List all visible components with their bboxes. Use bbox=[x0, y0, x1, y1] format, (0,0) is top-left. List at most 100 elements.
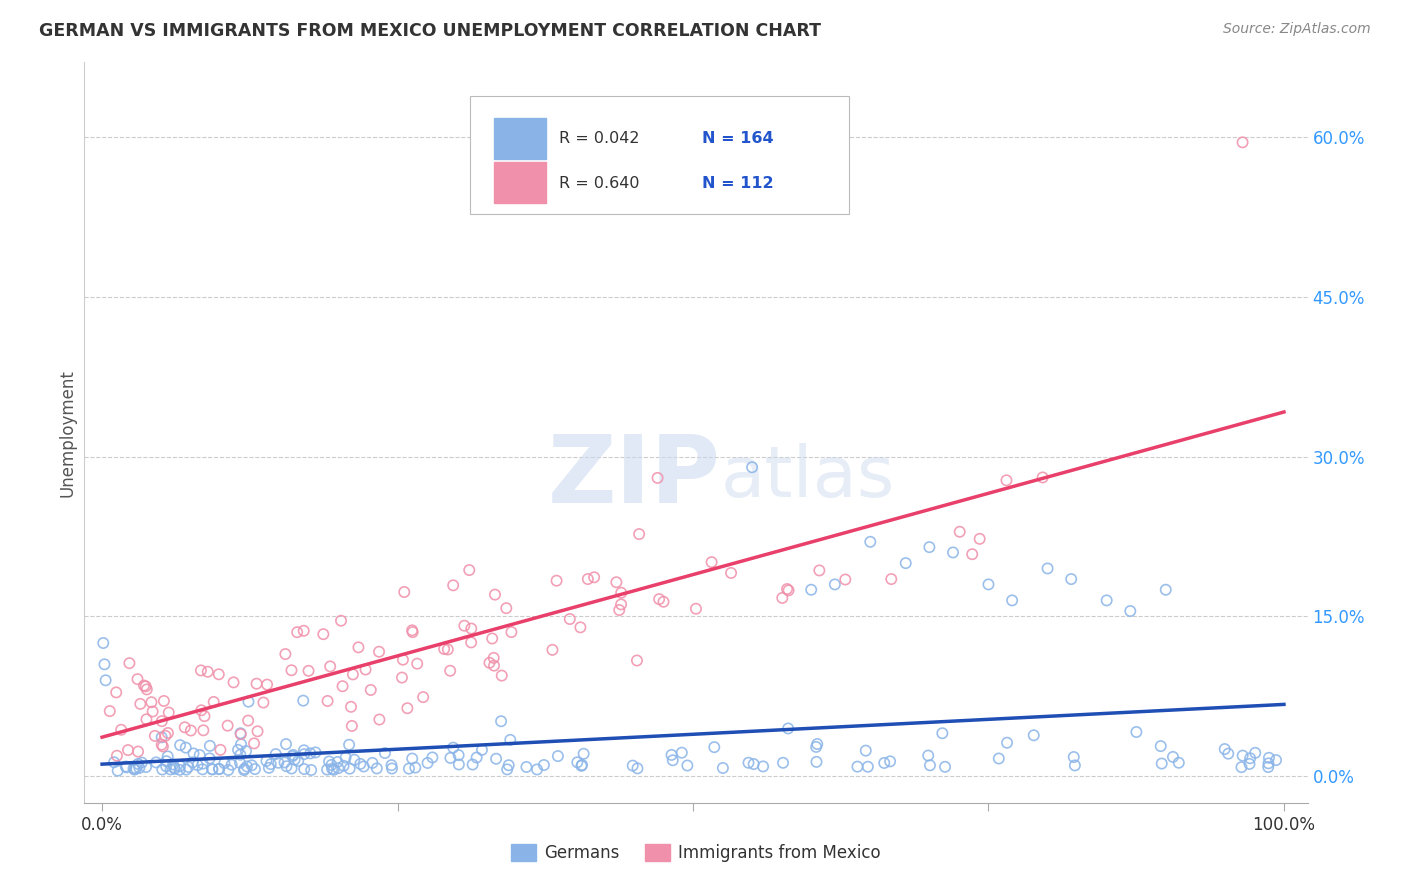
Point bbox=[118, 656, 141, 670]
Point bbox=[229, 726, 252, 740]
Point bbox=[169, 759, 191, 773]
Point bbox=[169, 763, 191, 777]
Point bbox=[441, 740, 464, 755]
Point bbox=[180, 723, 202, 738]
Point bbox=[162, 757, 184, 772]
Point bbox=[396, 701, 419, 715]
Point bbox=[995, 736, 1018, 750]
Point bbox=[498, 758, 520, 772]
Point bbox=[808, 564, 831, 578]
Point bbox=[652, 595, 675, 609]
Point bbox=[94, 673, 117, 688]
Point bbox=[776, 582, 799, 596]
Point bbox=[855, 743, 877, 757]
Point bbox=[447, 748, 470, 763]
Point bbox=[143, 729, 166, 743]
Point bbox=[558, 612, 581, 626]
Text: N = 164: N = 164 bbox=[702, 131, 773, 146]
Point bbox=[292, 693, 315, 707]
Point bbox=[316, 763, 339, 777]
Point bbox=[491, 668, 513, 682]
Point bbox=[135, 679, 157, 693]
Point bbox=[318, 755, 340, 769]
Point bbox=[98, 704, 121, 718]
Point bbox=[193, 723, 215, 738]
Point bbox=[152, 739, 174, 754]
Point bbox=[267, 756, 290, 770]
Point bbox=[1063, 750, 1085, 764]
Point bbox=[150, 738, 173, 752]
Point bbox=[197, 665, 219, 679]
Point bbox=[142, 705, 165, 719]
Point bbox=[489, 714, 512, 729]
Point bbox=[824, 577, 846, 591]
Point bbox=[342, 667, 364, 681]
Point bbox=[187, 758, 209, 772]
Point bbox=[226, 743, 249, 757]
Point bbox=[737, 756, 759, 770]
Point bbox=[245, 676, 267, 690]
Point bbox=[671, 746, 693, 760]
Point bbox=[960, 547, 983, 561]
Point bbox=[181, 756, 204, 770]
Point bbox=[1230, 760, 1253, 774]
Point bbox=[676, 758, 699, 772]
Point bbox=[662, 753, 685, 767]
FancyBboxPatch shape bbox=[470, 95, 849, 214]
Point bbox=[1161, 750, 1184, 764]
Point bbox=[422, 750, 444, 764]
Point bbox=[240, 758, 263, 772]
Point bbox=[583, 570, 606, 584]
Point bbox=[155, 759, 177, 773]
Point bbox=[481, 632, 503, 646]
Point bbox=[169, 738, 191, 752]
Point bbox=[478, 656, 501, 670]
Point bbox=[995, 473, 1018, 487]
Point bbox=[173, 720, 195, 734]
Point bbox=[304, 746, 326, 760]
Point bbox=[238, 695, 260, 709]
Point bbox=[256, 677, 278, 691]
Point bbox=[125, 762, 148, 776]
Point bbox=[742, 757, 765, 772]
Point bbox=[93, 657, 115, 672]
Point bbox=[772, 756, 794, 770]
Point bbox=[127, 745, 149, 759]
Point bbox=[150, 714, 173, 728]
Point bbox=[406, 657, 429, 671]
Point bbox=[155, 729, 177, 743]
Point bbox=[217, 763, 239, 777]
Point bbox=[482, 658, 505, 673]
Point bbox=[124, 763, 146, 777]
Point bbox=[208, 762, 231, 776]
Point bbox=[1265, 753, 1288, 767]
Point bbox=[806, 755, 828, 769]
Point bbox=[934, 760, 956, 774]
Point bbox=[546, 574, 568, 588]
Point bbox=[190, 664, 212, 678]
Point bbox=[105, 748, 128, 763]
Point bbox=[571, 759, 593, 773]
Point bbox=[201, 763, 224, 777]
Point bbox=[567, 756, 589, 770]
Point bbox=[949, 524, 972, 539]
Point bbox=[648, 592, 671, 607]
Point bbox=[1063, 758, 1085, 772]
Point bbox=[135, 760, 157, 774]
Point bbox=[380, 758, 402, 772]
Point bbox=[533, 758, 555, 772]
Point bbox=[340, 719, 363, 733]
Point bbox=[292, 747, 315, 761]
Point bbox=[1154, 582, 1177, 597]
Point bbox=[918, 540, 941, 554]
Point bbox=[319, 659, 342, 673]
Point bbox=[150, 731, 173, 745]
Text: atlas: atlas bbox=[720, 442, 894, 511]
Point bbox=[1060, 572, 1083, 586]
Point bbox=[496, 763, 519, 777]
Point bbox=[354, 663, 377, 677]
Point bbox=[299, 763, 322, 777]
Point bbox=[328, 761, 350, 775]
Point bbox=[198, 751, 221, 765]
Point bbox=[285, 625, 308, 640]
